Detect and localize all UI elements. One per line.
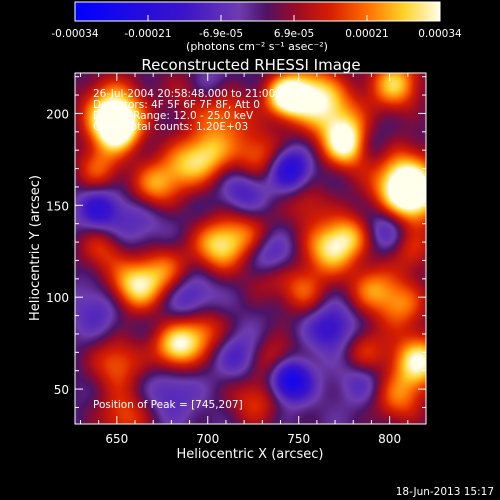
x-tick-label: 700 bbox=[196, 432, 219, 446]
colorbar-gradient bbox=[74, 1, 441, 22]
annotation-block: 26-Jul-2004 20:58:48.000 to 21:00:08.000… bbox=[93, 88, 316, 411]
colorbar-tick-label: 0.00021 bbox=[345, 28, 388, 40]
colorbar-ticks: -0.00034 -0.00021 -6.9e-05 6.9e-05 0.00021 0.… bbox=[51, 15, 462, 40]
y-tick-label: 50 bbox=[54, 383, 69, 397]
footer-date: 18-Jun-2013 15:17 bbox=[396, 486, 494, 498]
colorbar-tick-label: -0.00034 bbox=[51, 28, 99, 40]
chart-title: Reconstructed RHESSI Image bbox=[141, 56, 360, 74]
plot-area bbox=[74, 72, 427, 425]
y-tick-label: 100 bbox=[46, 291, 69, 305]
colorbar-tick-label: -6.9e-05 bbox=[199, 28, 243, 40]
heatmap-image bbox=[75, 73, 426, 424]
colorbar: -0.00034 -0.00021 -6.9e-05 6.9e-05 0.00021 0.… bbox=[51, 1, 462, 53]
x-axis-label: Heliocentric X (arcsec) bbox=[177, 447, 324, 462]
colorbar-unit-label: (photons cm⁻² s⁻¹ asec⁻²) bbox=[186, 40, 328, 53]
y-tick-label: 150 bbox=[46, 199, 69, 213]
colorbar-tick-label: 6.9e-05 bbox=[274, 28, 314, 40]
x-tick-label: 750 bbox=[287, 432, 310, 446]
colorbar-tick-label: 0.00034 bbox=[418, 28, 462, 40]
x-tick-label: 800 bbox=[378, 432, 401, 446]
y-axis-label: Heliocentric Y (arcsec) bbox=[28, 175, 43, 321]
y-tick-label: 200 bbox=[46, 107, 69, 121]
colorbar-tick-label: -0.00021 bbox=[124, 28, 171, 40]
annotation-peak: Position of Peak = [745,207] bbox=[93, 399, 243, 411]
plot-frame bbox=[74, 72, 427, 425]
annotation-time: 26-Jul-2004 20:58:48.000 to 21:00:08.000 bbox=[93, 88, 316, 100]
axis-ticks: 650 700 750 800 50 100 150 200 bbox=[46, 73, 427, 446]
annotation-energy: Energy Range: 12.0 - 25.0 keV bbox=[93, 110, 254, 122]
annotation-detectors: Detectors: 4F 5F 6F 7F 8F, Att 0 bbox=[93, 99, 260, 111]
x-tick-label: 650 bbox=[105, 432, 128, 446]
annotation-counts: Clean Total counts: 1.20E+03 bbox=[93, 121, 248, 133]
